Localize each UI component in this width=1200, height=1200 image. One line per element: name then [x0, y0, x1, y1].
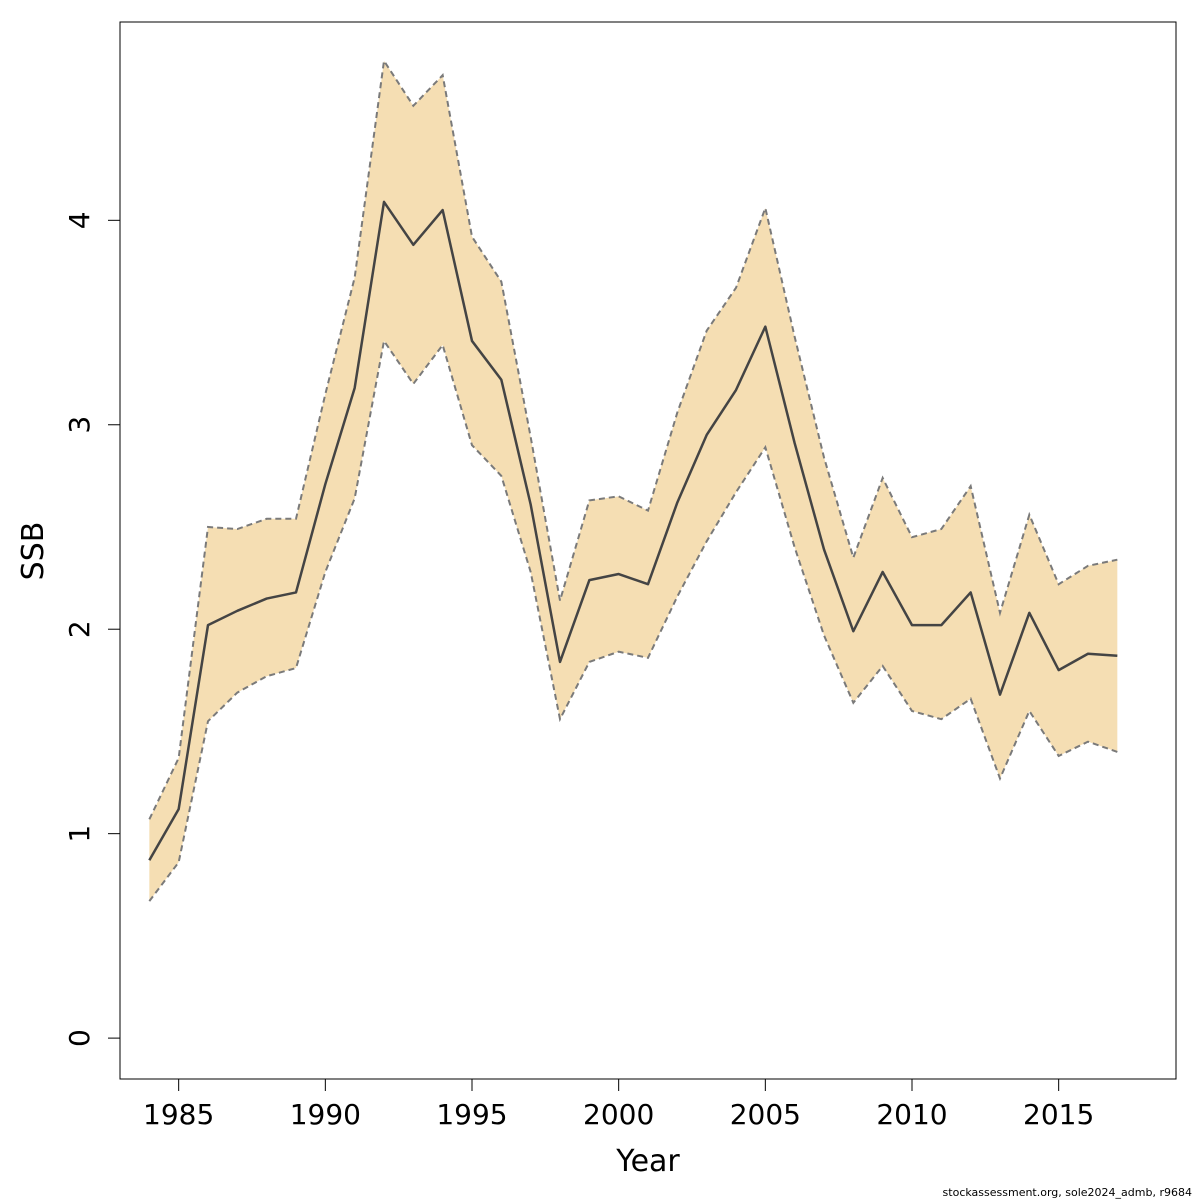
- y-axis: 0 1 2 3 4: [63, 211, 121, 1047]
- x-axis-title: Year: [615, 1144, 680, 1179]
- ssb-point: 2006: 2.91: [792, 440, 798, 446]
- ssb-estimate-line: [148, 200, 1118, 861]
- ssb-point: 1997: 2.61: [528, 501, 534, 507]
- ssb-point: 1985: 1.12: [176, 806, 182, 812]
- ssb-point: 1995: 3.41: [469, 338, 475, 344]
- ssb-point: 1996: 3.22: [498, 377, 504, 383]
- ssb-point: 1984: 0.87: [146, 857, 152, 863]
- ssb-point: 2004: 3.17: [733, 387, 739, 393]
- x-axis: 1985 1990 1995 2000 2005 2010 2015: [143, 1078, 1094, 1131]
- x-tick-label: 1995: [436, 1098, 507, 1131]
- ssb-point: 1999: 2.24: [586, 577, 592, 583]
- x-tick-label: 2015: [1023, 1098, 1094, 1131]
- ssb-point: 1989: 2.18: [293, 589, 299, 595]
- x-tick-label: 2005: [730, 1098, 801, 1131]
- ssb-point: 1991: 3.18: [352, 385, 358, 391]
- ssb-point: 1998: 1.84: [557, 659, 563, 665]
- lower-bound-line: [148, 338, 1118, 902]
- y-tick-label: 0: [63, 1029, 96, 1047]
- x-tick-label: 1985: [143, 1098, 214, 1131]
- upper-bound-line: [148, 58, 1118, 820]
- ssb-point: 1992: 4.09: [381, 199, 387, 205]
- ssb-point: 1986: 2.02: [205, 622, 211, 628]
- y-tick-label: 3: [63, 416, 96, 434]
- ssb-point: 2002: 2.62: [674, 499, 680, 505]
- x-tick-label: 2010: [876, 1098, 947, 1131]
- ssb-point: 2017: 1.87: [1114, 653, 1120, 659]
- ssb-point: 2013: 1.68: [997, 692, 1003, 698]
- ssb-point: 2001: 2.22: [645, 581, 651, 587]
- ssb-point: 2009: 2.28: [880, 569, 886, 575]
- y-tick-label: 2: [63, 620, 96, 638]
- footnote: stockassessment.org, sole2024_admb, r968…: [943, 1186, 1192, 1199]
- ssb-point: 2011: 2.02: [938, 622, 944, 628]
- y-tick-label: 4: [63, 211, 96, 229]
- ssb-point: 2008: 1.99: [850, 628, 856, 634]
- confidence-band-layer: [148, 58, 1118, 902]
- ssb-point: 2003: 2.95: [704, 432, 710, 438]
- ssb-point: 2010: 2.02: [909, 622, 915, 628]
- ssb-point: 2007: 2.39: [821, 546, 827, 552]
- y-axis-title: SSB: [16, 522, 51, 581]
- ssb-point: 1990: 2.71: [322, 481, 328, 487]
- ssb-point: 1993: 3.88: [410, 242, 416, 248]
- x-tick-label: 2000: [583, 1098, 654, 1131]
- ssb-point: 1987: 2.09: [234, 608, 240, 614]
- ssb-point: 2000: 2.27: [616, 571, 622, 577]
- estimate-line-layer: 1984: 0.87 1985: 1.12 1986: 2.02 1987: 2.09…: [146, 199, 1120, 863]
- x-tick-label: 1990: [290, 1098, 361, 1131]
- ssb-point: 1988: 2.15: [264, 596, 270, 602]
- y-tick-label: 1: [63, 825, 96, 843]
- ssb-point: 2014: 2.08: [1026, 610, 1032, 616]
- ssb-point: 1994: 4.05: [440, 207, 446, 213]
- ssb-point: 2015: 1.8: [1056, 667, 1062, 673]
- ssb-point: 2012: 2.18: [968, 589, 974, 595]
- ssb-point: 2016: 1.88: [1085, 651, 1091, 657]
- confidence-band-area: [149, 60, 1118, 902]
- ssb-point: 2005: 3.48: [762, 324, 768, 330]
